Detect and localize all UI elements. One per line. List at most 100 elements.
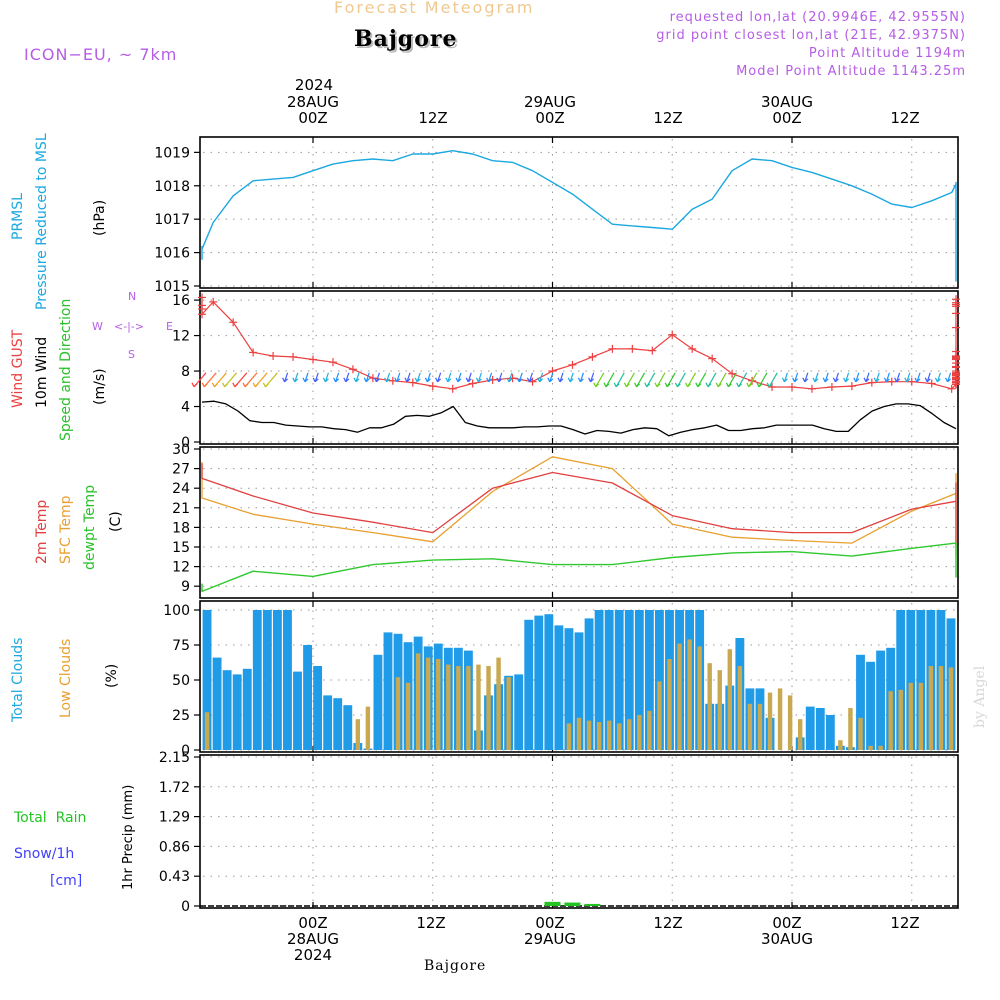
- cloud-low-bar: [506, 677, 511, 750]
- cloud-total-bar: [655, 610, 664, 750]
- temp-2m-line: [201, 463, 957, 547]
- cloud-low-bar: [415, 653, 421, 750]
- cloud-low-bar: [466, 666, 471, 750]
- wind-direction-arrowhead: [834, 378, 839, 383]
- wind-direction-arrowhead: [375, 378, 380, 383]
- cloud-total-bar: [313, 666, 323, 750]
- wind-10m-line: [201, 400, 957, 437]
- bottom-axis-label-12z-3: 12Z: [890, 914, 920, 932]
- wind-direction-arrowhead: [224, 383, 229, 388]
- cloud-low-bar: [687, 639, 692, 750]
- temp-dewpoint-label: dewpt Temp: [82, 484, 98, 570]
- pressure-panel-ytick-label: 1015: [154, 279, 190, 295]
- wind-direction-arrowhead: [539, 378, 544, 383]
- wind-direction-arrowhead: [687, 383, 692, 388]
- cloud-low-bar: [617, 723, 622, 750]
- wind-direction-label: Speed and Direction: [58, 298, 74, 441]
- wind-direction-arrow: [794, 372, 799, 383]
- cloud-total-bar: [524, 619, 534, 750]
- bottom-axis-hour: 00Z: [535, 914, 565, 932]
- wind-direction-arrowhead: [203, 383, 208, 388]
- wind-direction-arrowhead: [736, 382, 740, 388]
- wind-direction-arrowhead: [843, 377, 847, 383]
- wind-direction-arrowhead: [579, 378, 584, 383]
- wind-direction-arrowhead: [577, 377, 581, 383]
- wind-direction-arrow: [855, 372, 860, 383]
- compass-n: N: [128, 290, 137, 303]
- wind-direction-arrowhead: [885, 378, 890, 383]
- wind-direction-arrowhead: [314, 378, 319, 383]
- cloud-total-bar: [866, 661, 875, 750]
- cloud-low-bar: [355, 719, 361, 750]
- cloud-total-bar: [604, 610, 614, 750]
- meteogram-title: Forecast Meteogram: [334, 0, 535, 17]
- top-axis-day: 28AUG: [287, 93, 339, 111]
- cloud-low-bar: [647, 710, 652, 750]
- wind-direction-arrowhead: [845, 378, 850, 383]
- cloud-low-bar: [627, 719, 632, 750]
- compass-s: S: [128, 348, 135, 361]
- wind-direction-arrowhead: [467, 378, 472, 383]
- wind-direction-arrowhead: [894, 377, 898, 383]
- bottom-axis-year: 2024: [293, 946, 333, 964]
- cloud-low-bar: [938, 666, 944, 750]
- wind-direction-arrow: [896, 372, 901, 383]
- wind-direction-arrowhead: [697, 383, 702, 388]
- wind-direction-arrowhead: [406, 378, 411, 383]
- temp-unit-label: (C): [108, 511, 124, 532]
- cloud-low-bar: [425, 657, 431, 750]
- wind-direction-arrowhead: [345, 378, 350, 383]
- cloud-total-bar: [805, 706, 815, 750]
- wind-direction-arrow: [865, 372, 870, 383]
- cloud-total-bar: [594, 610, 604, 750]
- wind-direction-arrowhead: [455, 377, 459, 383]
- wind-direction-arrow: [426, 372, 431, 383]
- wind-direction-arrow: [845, 372, 850, 383]
- wind-direction-arrow: [314, 372, 319, 383]
- wind-direction-arrow: [615, 372, 625, 388]
- wind-direction-arrowhead: [496, 377, 500, 383]
- cloud-low-bar: [878, 745, 883, 750]
- wind-direction-arrowhead: [853, 377, 857, 383]
- precip-panel-ytick-label: 2.15: [159, 750, 190, 766]
- wind-direction-arrowhead: [244, 383, 249, 388]
- wind-direction-arrowhead: [526, 377, 530, 383]
- wind-direction-arrowhead: [201, 382, 205, 388]
- cloud-low-bar: [677, 643, 682, 750]
- cloud-low-bar: [436, 659, 441, 750]
- wind-direction-arrowhead: [595, 383, 600, 388]
- cloud-low-bar: [767, 692, 773, 750]
- wind-direction-arrowhead: [590, 378, 595, 383]
- cloud-total-bar: [212, 657, 222, 750]
- wind-direction-arrow: [559, 372, 564, 383]
- wind-direction-arrow: [717, 372, 727, 388]
- credit-watermark: by Angel: [972, 665, 988, 728]
- wind-direction-arrowhead: [654, 382, 658, 388]
- wind-direction-arrowhead: [695, 382, 699, 388]
- precip-rain-bar: [564, 902, 581, 906]
- snow-unit-label: [cm]: [50, 873, 83, 889]
- wind-direction-arrow: [386, 372, 391, 383]
- wind-direction-arrowhead: [211, 382, 215, 388]
- wind-direction-arrowhead: [945, 377, 949, 383]
- cloud-total-bar: [916, 610, 926, 750]
- wind-direction-arrowhead: [832, 377, 836, 383]
- top-axis-day: 30AUG: [761, 93, 813, 111]
- wind-direction-arrowhead: [812, 377, 816, 383]
- cloud-low-bar: [576, 717, 582, 750]
- rain-label: Total Rain: [14, 810, 87, 826]
- cloud-low-bar: [446, 664, 451, 750]
- wind-direction-arrowhead: [947, 378, 952, 383]
- compass-arrows: <-|->: [114, 320, 145, 333]
- cloud-low-bar: [456, 666, 461, 750]
- requested-coordinates: requested lon,lat (20.9946E, 42.9555N): [669, 10, 966, 25]
- wind-direction-arrowhead: [475, 377, 479, 383]
- wind-direction-arrowhead: [873, 377, 877, 383]
- wind-direction-arrowhead: [715, 382, 719, 388]
- wind-direction-arrowhead: [343, 377, 347, 383]
- cloud-low-bar: [868, 745, 873, 750]
- pressure-panel-ytick-label: 1019: [154, 145, 190, 161]
- wind-direction-arrow: [824, 372, 829, 383]
- top-axis-label-12z-3: 12Z: [890, 109, 920, 127]
